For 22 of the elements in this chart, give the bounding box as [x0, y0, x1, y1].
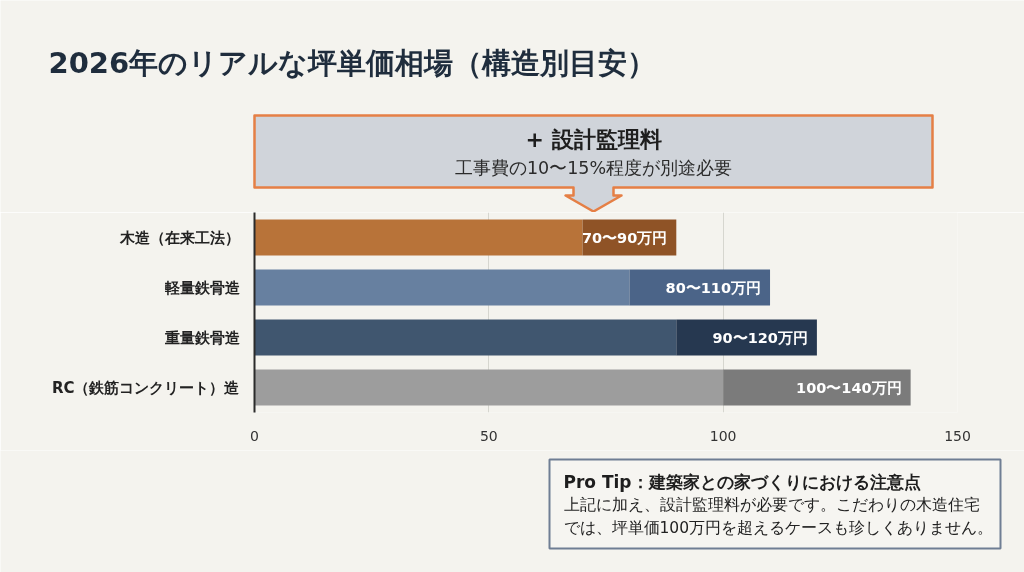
y-tick-label: 重量鉄骨造 [163, 328, 241, 347]
bar [254, 269, 630, 306]
chart-title: 2026年のリアルな坪単価相場（構造別目安） [48, 45, 657, 80]
bar [254, 319, 677, 356]
x-tick-label: 100 [709, 427, 737, 444]
annotation: 90〜120万円 [712, 329, 808, 346]
y-tick-label: 木造（在来工法） [118, 228, 240, 247]
text: 工事費の10〜15%程度が別途必要 [454, 157, 733, 178]
annotation: 80〜110万円 [665, 279, 762, 296]
x-tick-label: 50 [479, 427, 498, 444]
y-tick-label: RC（鉄筋コンクリート）造 [51, 378, 241, 397]
text: Pro Tip：建築家との家づくりにおける注意点 [563, 471, 921, 492]
annotation: 100〜140万円 [796, 379, 902, 396]
bar [723, 369, 911, 406]
text: + 設計監理料 [525, 127, 662, 152]
bar [254, 369, 724, 406]
bar [254, 219, 583, 256]
annotation: 70〜90万円 [581, 229, 668, 246]
x-tick-label: 150 [944, 427, 971, 444]
text: 上記に加え、設計監理料が必要です。こだわりの木造住宅では、坪単価100万円を超えるケースも珍しくありません。 [563, 495, 994, 537]
x-tick-label: 0 [250, 427, 259, 444]
y-tick-label: 軽量鉄骨造 [163, 278, 241, 297]
